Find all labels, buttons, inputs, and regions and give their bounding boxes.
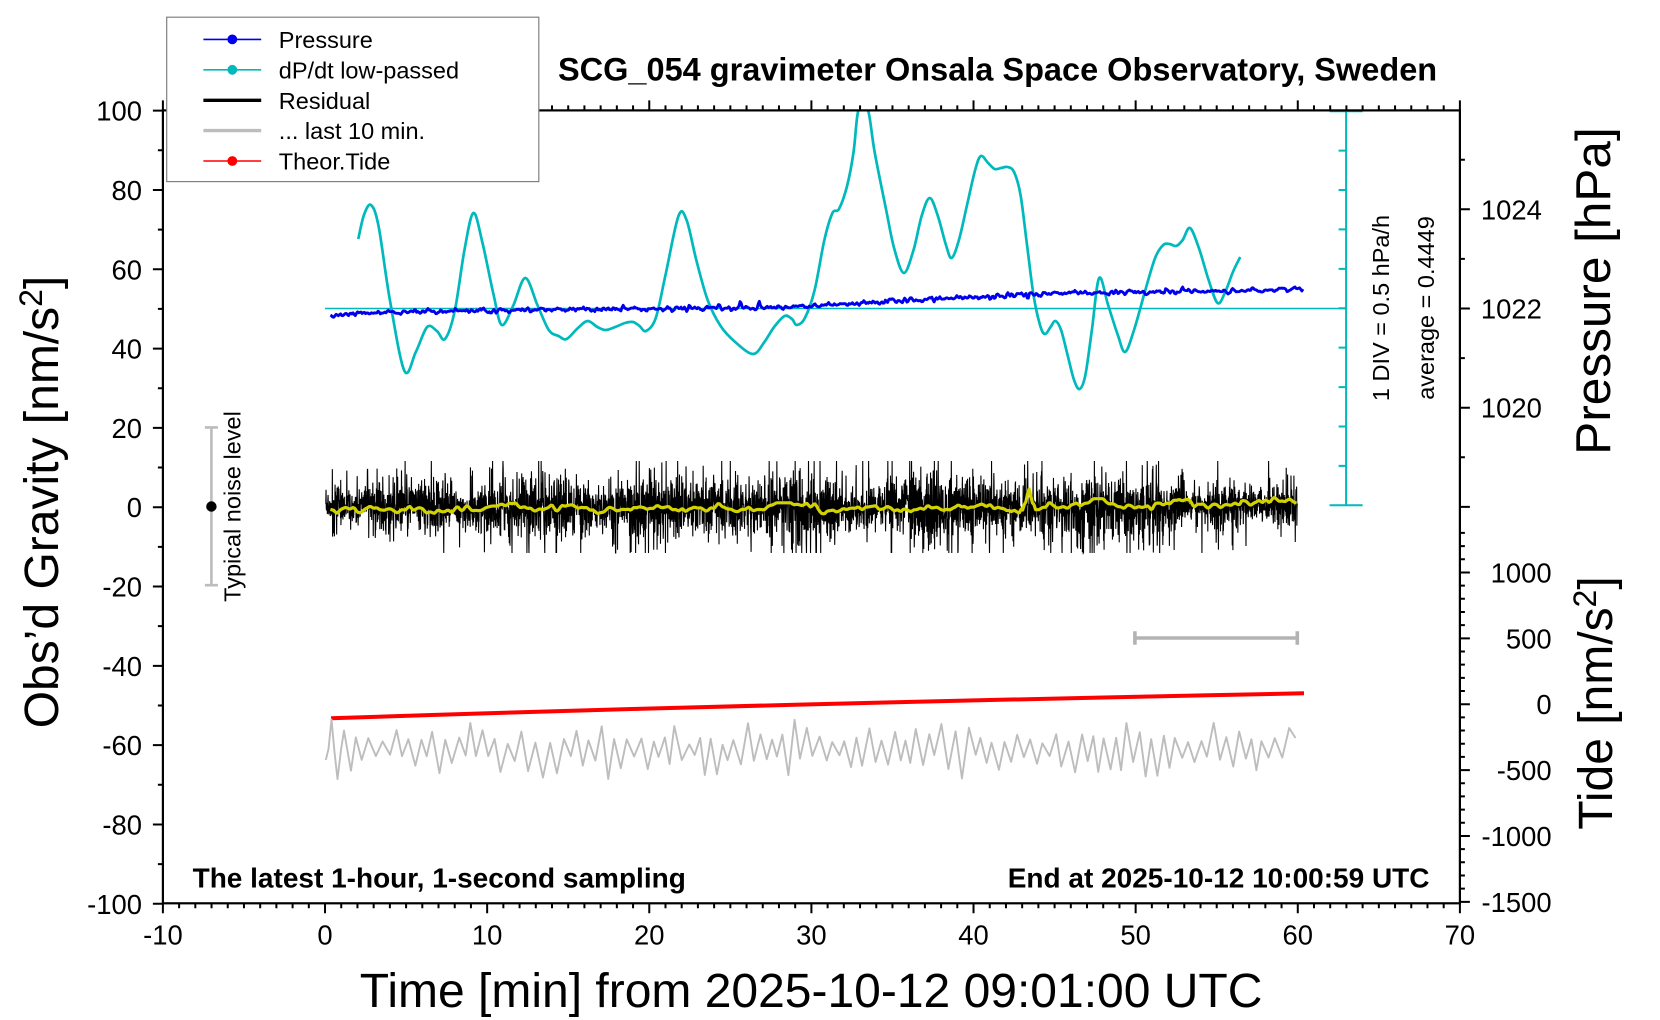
svg-text:500: 500 bbox=[1506, 623, 1552, 654]
svg-text:-1500: -1500 bbox=[1482, 887, 1552, 918]
svg-text:10: 10 bbox=[472, 919, 502, 950]
svg-text:0: 0 bbox=[1536, 689, 1551, 720]
svg-text:40: 40 bbox=[112, 334, 142, 365]
svg-text:Theor.Tide: Theor.Tide bbox=[279, 149, 390, 175]
svg-text:average = 0.4449: average = 0.4449 bbox=[1413, 216, 1439, 400]
svg-text:1 DIV = 0.5 hPa/h: 1 DIV = 0.5 hPa/h bbox=[1368, 215, 1394, 401]
svg-text:0: 0 bbox=[127, 492, 142, 523]
svg-text:1024: 1024 bbox=[1481, 194, 1542, 225]
svg-text:Tide [nm/s2]: Tide [nm/s2] bbox=[1567, 576, 1623, 829]
svg-text:Pressure [hPa]: Pressure [hPa] bbox=[1566, 127, 1621, 454]
svg-text:60: 60 bbox=[112, 254, 142, 285]
svg-text:Time [min] from 2025-10-12 09:: Time [min] from 2025-10-12 09:01:00 UTC bbox=[360, 965, 1263, 1018]
svg-text:... last 10 min.: ... last 10 min. bbox=[279, 118, 425, 144]
svg-text:End at 2025-10-12 10:00:59 UTC: End at 2025-10-12 10:00:59 UTC bbox=[1008, 863, 1430, 894]
svg-text:20: 20 bbox=[112, 413, 142, 444]
svg-text:-40: -40 bbox=[102, 651, 142, 682]
svg-text:30: 30 bbox=[796, 919, 826, 950]
svg-text:40: 40 bbox=[958, 919, 988, 950]
svg-text:70: 70 bbox=[1445, 919, 1475, 950]
svg-text:1000: 1000 bbox=[1491, 557, 1552, 588]
svg-text:dP/dt low-passed: dP/dt low-passed bbox=[279, 57, 459, 83]
svg-text:-10: -10 bbox=[143, 919, 183, 950]
svg-text:1022: 1022 bbox=[1481, 294, 1542, 325]
svg-text:80: 80 bbox=[112, 175, 142, 206]
svg-text:1020: 1020 bbox=[1481, 393, 1542, 424]
svg-text:-20: -20 bbox=[102, 572, 142, 603]
svg-text:-60: -60 bbox=[102, 730, 142, 761]
svg-text:-500: -500 bbox=[1497, 755, 1552, 786]
svg-text:-1000: -1000 bbox=[1482, 821, 1552, 852]
svg-text:The latest 1-hour, 1-second sa: The latest 1-hour, 1-second sampling bbox=[193, 863, 686, 894]
svg-text:Typical noise level: Typical noise level bbox=[220, 411, 246, 602]
svg-text:SCG_054 gravimeter Onsala Spac: SCG_054 gravimeter Onsala Space Observat… bbox=[558, 52, 1437, 88]
svg-text:-80: -80 bbox=[102, 809, 142, 840]
svg-text:100: 100 bbox=[96, 96, 142, 127]
svg-text:-100: -100 bbox=[87, 889, 142, 920]
svg-text:Obs’d Gravity [nm/s2]: Obs’d Gravity [nm/s2] bbox=[13, 276, 69, 729]
svg-text:0: 0 bbox=[317, 919, 332, 950]
svg-text:60: 60 bbox=[1283, 919, 1313, 950]
svg-text:50: 50 bbox=[1120, 919, 1150, 950]
svg-text:20: 20 bbox=[634, 919, 664, 950]
svg-text:Residual: Residual bbox=[279, 88, 370, 114]
svg-text:Pressure: Pressure bbox=[279, 27, 373, 53]
